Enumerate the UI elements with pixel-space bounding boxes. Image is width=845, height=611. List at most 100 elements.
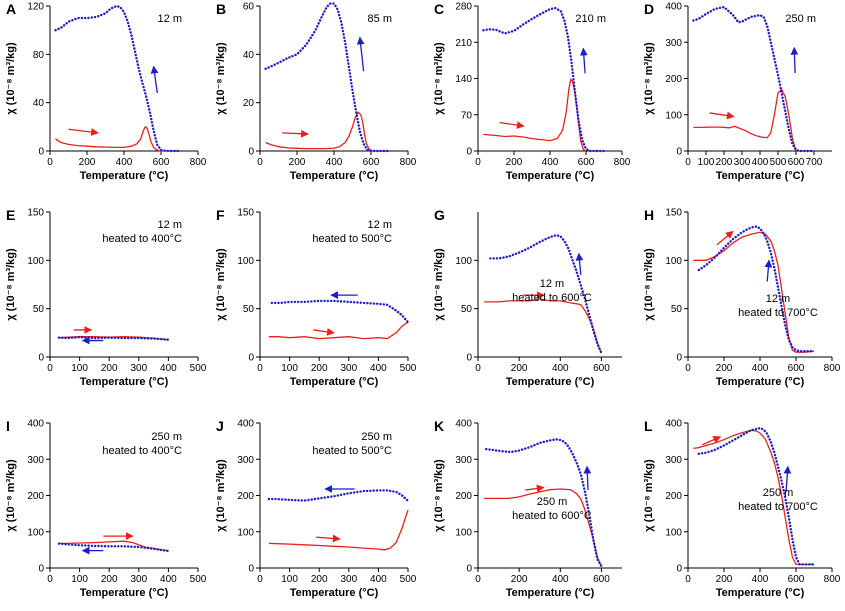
x-axis-title: Temperature (°C): [506, 170, 595, 182]
panel-annotation: 250 m: [763, 487, 794, 499]
x-axis-title: Temperature (°C): [80, 587, 169, 599]
y-tick-label: 200: [27, 491, 44, 502]
panel-annotation: heated to 700°C: [738, 501, 818, 513]
panel-annotation: 85 m: [368, 13, 392, 25]
x-tick-label: 600: [788, 157, 805, 168]
y-tick-label: 100: [27, 527, 44, 538]
x-tick-label: 200: [311, 574, 328, 585]
y-tick-label: 120: [27, 2, 44, 13]
x-tick-label: 400: [370, 574, 387, 585]
direction-arrow: [313, 327, 335, 336]
y-axis-title: χ (10⁻⁸ m³/kg): [5, 459, 17, 532]
x-tick-label: 400: [326, 157, 343, 168]
x-tick-label: 100: [281, 574, 298, 585]
x-tick-label: 600: [363, 157, 380, 168]
x-tick-label: 400: [160, 574, 177, 585]
panel-annotation: 12 m: [158, 219, 182, 231]
series-cooling: [54, 4, 181, 153]
y-tick-label: 140: [455, 74, 472, 85]
series-cooling: [697, 225, 816, 353]
x-tick-label: 200: [716, 363, 733, 374]
x-tick-label: 0: [257, 574, 263, 585]
x-tick-label: 800: [400, 157, 417, 168]
x-axis-title: Temperature (°C): [716, 587, 805, 599]
series-heating: [484, 298, 603, 354]
y-tick-label: 60: [243, 2, 255, 13]
x-tick-label: 500: [770, 157, 787, 168]
x-axis-title: Temperature (°C): [290, 170, 379, 182]
y-axis-title: χ (10⁻⁸ m³/kg): [643, 248, 655, 321]
x-tick-label: 0: [47, 574, 53, 585]
x-tick-label: 800: [824, 363, 841, 374]
y-tick-label: 50: [461, 304, 473, 315]
x-axis-title: Temperature (°C): [716, 170, 805, 182]
y-tick-label: 400: [665, 2, 682, 13]
x-tick-label: 0: [47, 363, 53, 374]
y-axis-title: χ (10⁻⁸ m³/kg): [433, 459, 445, 532]
x-tick-label: 400: [542, 157, 559, 168]
direction-arrow: [709, 111, 735, 120]
y-tick-label: 400: [237, 419, 254, 430]
x-tick-label: 400: [752, 574, 769, 585]
panel-annotation: heated to 500°C: [312, 445, 392, 457]
y-tick-label: 0: [466, 147, 472, 158]
y-tick-label: 150: [27, 208, 44, 219]
y-tick-label: 100: [455, 527, 472, 538]
y-tick-label: 300: [665, 455, 682, 466]
panel-annotation: heated to 600°C: [512, 292, 592, 304]
panel-annotation: 12 m: [540, 278, 564, 290]
panel-J: 0 100 200 300 400 500 0 100 200 300 400 Temperature…: [215, 418, 417, 599]
x-tick-label: 800: [614, 157, 631, 168]
y-tick-label: 40: [243, 50, 255, 61]
series-cooling: [264, 2, 391, 153]
x-tick-label: 400: [752, 157, 769, 168]
direction-arrow: [716, 230, 734, 246]
x-tick-label: 700: [806, 157, 823, 168]
x-tick-label: 200: [511, 574, 528, 585]
y-tick-label: 280: [455, 2, 472, 13]
y-tick-label: 400: [455, 419, 472, 430]
x-tick-label: 100: [281, 363, 298, 374]
direction-arrow: [790, 46, 799, 74]
y-axis-title: χ (10⁻⁸ m³/kg): [433, 248, 445, 321]
series-heating: [268, 509, 409, 551]
x-tick-label: 300: [340, 574, 357, 585]
y-tick-label: 0: [248, 564, 254, 575]
x-tick-label: 600: [153, 157, 170, 168]
y-tick-label: 50: [671, 304, 683, 315]
x-tick-label: 600: [788, 363, 805, 374]
x-tick-label: 600: [593, 574, 610, 585]
panel-E: 0 100 200 300 400 500 0 50 100 150 Temperature (°C…: [5, 207, 207, 388]
panel-annotation: heated to 500°C: [312, 233, 392, 245]
series-heating: [484, 488, 602, 567]
panel-letter: H: [644, 207, 654, 223]
y-tick-label: 80: [33, 50, 45, 61]
series-heating: [265, 111, 374, 152]
panel-L: 0 200 400 600 800 0 100 200 300 400 Temperature (°…: [643, 418, 841, 599]
series-cooling: [57, 542, 170, 553]
x-tick-label: 200: [101, 574, 118, 585]
x-axis-title: Temperature (°C): [290, 376, 379, 388]
x-tick-label: 200: [289, 157, 306, 168]
x-tick-label: 0: [685, 157, 691, 168]
x-axis-title: Temperature (°C): [716, 376, 805, 388]
series-heating: [693, 231, 815, 353]
panel-letter: J: [216, 418, 224, 434]
y-axis-title: χ (10⁻⁸ m³/kg): [215, 248, 227, 321]
series-cooling: [57, 335, 170, 341]
y-tick-label: 100: [665, 110, 682, 121]
x-tick-label: 400: [370, 363, 387, 374]
y-tick-label: 300: [665, 38, 682, 49]
panel-annotation: heated to 600°C: [512, 510, 592, 522]
x-tick-label: 400: [552, 574, 569, 585]
y-axis-title: χ (10⁻⁸ m³/kg): [215, 459, 227, 532]
panel-annotation: 250 m: [151, 431, 182, 443]
series-heating: [483, 78, 587, 152]
panel-G: 0 200 400 600 0 50 100 Temperature (°C) χ (10⁻⁸ …: [433, 207, 622, 388]
panel-annotation: heated to 400°C: [102, 445, 182, 457]
y-tick-label: 0: [466, 353, 472, 364]
x-tick-label: 200: [506, 157, 523, 168]
direction-arrow: [150, 65, 159, 94]
direction-arrow: [282, 129, 309, 138]
y-tick-label: 0: [248, 353, 254, 364]
